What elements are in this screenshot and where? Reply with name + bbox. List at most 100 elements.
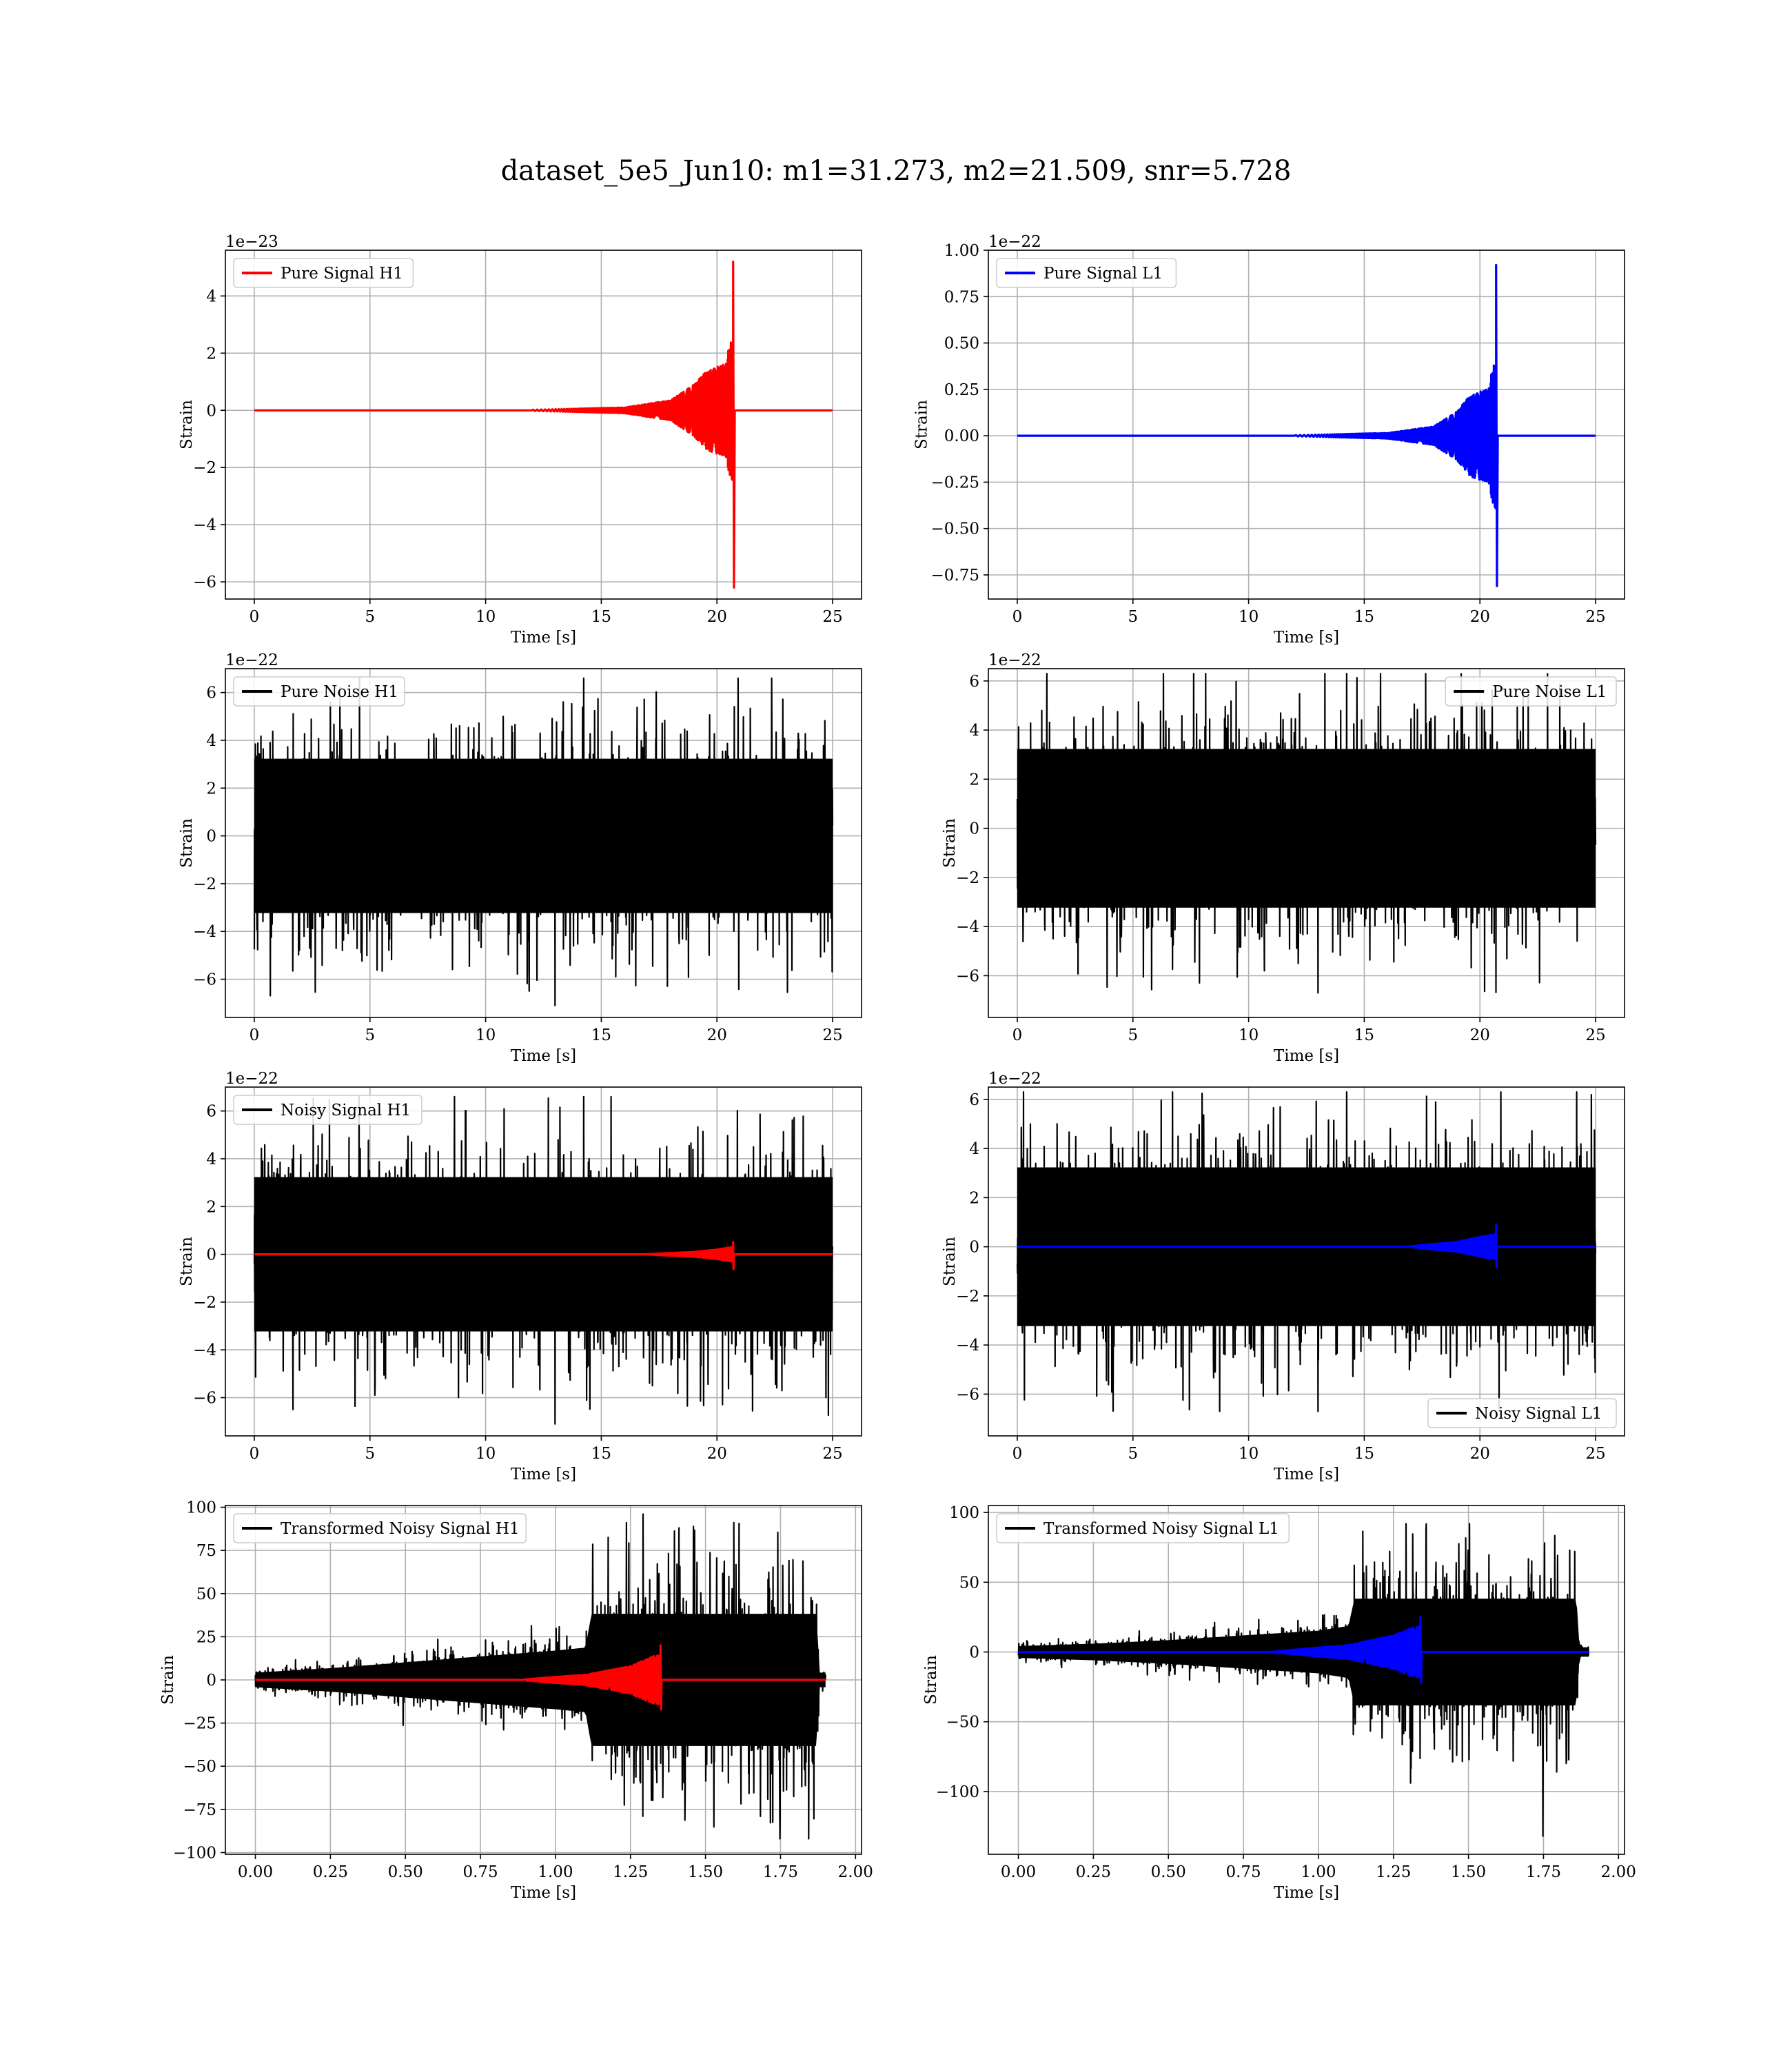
offset-label: 1e−22 — [225, 1070, 278, 1088]
plot-area — [253, 677, 834, 1006]
y-tick-label: 75 — [196, 1542, 216, 1560]
y-tick-label: 4 — [206, 287, 216, 305]
series-line-chirp-overlay — [1017, 1223, 1596, 1268]
x-tick-label: 0 — [250, 1445, 260, 1463]
x-tick-label: 20 — [1470, 608, 1490, 626]
subplot-pure-noise-h1: 0 5 10 15 20 25 −6 −4 −2 0 2 4 6 1e−22 Time [s] Strain P… — [178, 651, 862, 1065]
y-axis-label: Strain — [159, 1655, 177, 1705]
x-axis-label: Time [s] — [1274, 1884, 1339, 1902]
offset-label: 1e−23 — [225, 233, 278, 251]
legend-box — [233, 676, 405, 707]
y-tick-label: 0.25 — [944, 381, 979, 399]
x-axis-label: Time [s] — [1274, 1047, 1339, 1065]
series-line-transformed-noisy-signal-h1 — [254, 1513, 826, 1840]
y-axis-label: Strain — [922, 1655, 940, 1705]
x-axis-label: Time [s] — [511, 1884, 576, 1902]
offset-label: 1e−22 — [988, 1070, 1041, 1088]
y-tick-label: 50 — [196, 1585, 216, 1603]
x-tick-label: 20 — [707, 1445, 727, 1463]
y-tick-label: −4 — [956, 918, 979, 936]
y-tick-label: 4 — [969, 722, 979, 740]
y-tick-label: −4 — [193, 923, 216, 941]
figure-title: dataset_5e5_Jun10: m1=31.273, m2=21.509,… — [500, 155, 1292, 187]
legend: Transformed Noisy Signal L1 — [996, 1513, 1290, 1543]
subplot-transformed-l1: 0.00 0.25 0.50 0.75 1.00 1.25 1.50 1.75 2.00 −100… — [922, 1504, 1636, 1902]
plot-area — [253, 1095, 834, 1425]
x-tick-label: 25 — [822, 1445, 842, 1463]
x-tick-label: 1.50 — [688, 1863, 723, 1881]
series-line-transformed-noisy-signal-l1 — [1017, 1523, 1589, 1837]
y-tick-label: 0 — [206, 1246, 216, 1264]
y-tick-label: 6 — [206, 685, 216, 702]
series-line-noisy-signal-h1 — [253, 1095, 834, 1425]
axes-frame — [988, 668, 1625, 1018]
axes-frame — [225, 668, 862, 1018]
x-tick-label: 10 — [1239, 1026, 1259, 1044]
x-tick-label: 0 — [250, 1026, 260, 1044]
legend: Noisy Signal H1 — [233, 1095, 422, 1125]
x-tick-label: 0.75 — [1225, 1863, 1261, 1881]
y-tick-label: −25 — [183, 1715, 216, 1733]
y-tick-label: 0 — [969, 820, 979, 838]
y-tick-label: 4 — [969, 1140, 979, 1158]
x-tick-label: 2.00 — [838, 1863, 873, 1881]
plot-area — [1017, 263, 1596, 587]
x-tick-label: 15 — [591, 608, 611, 626]
x-tick-label: 2.00 — [1601, 1863, 1636, 1881]
x-tick-label: 5 — [1128, 608, 1138, 626]
x-tick-label: 1.00 — [538, 1863, 573, 1881]
plot-area — [1016, 673, 1597, 994]
x-tick-label: 25 — [822, 1026, 842, 1044]
y-tick-label: −4 — [956, 1337, 979, 1355]
y-tick-label: −6 — [193, 574, 216, 591]
x-tick-label: 0.75 — [462, 1863, 498, 1881]
subplot-transformed-h1: 0.00 0.25 0.50 0.75 1.00 1.25 1.50 1.75 2.00 −100… — [159, 1499, 873, 1902]
y-tick-label: 25 — [196, 1628, 216, 1646]
y-axis-label: Strain — [178, 1237, 196, 1286]
y-tick-label: 0.50 — [944, 335, 979, 353]
x-tick-label: 1.25 — [613, 1863, 648, 1881]
x-tick-label: 10 — [476, 608, 496, 626]
y-tick-label: −6 — [956, 1386, 979, 1403]
x-tick-label: 0.50 — [388, 1863, 423, 1881]
y-tick-label: 0 — [206, 828, 216, 846]
y-tick-label: −4 — [193, 1341, 216, 1359]
subplot-noisy-signal-h1: 0 5 10 15 20 25 −6 −4 −2 0 2 4 6 1e−22 Time [s] Strain N… — [178, 1070, 862, 1483]
y-axis-label: Strain — [941, 818, 959, 868]
x-tick-label: 10 — [476, 1445, 496, 1463]
legend-box — [233, 258, 414, 288]
x-tick-label: 0 — [1012, 608, 1023, 626]
legend: Transformed Noisy Signal H1 — [233, 1513, 527, 1543]
y-tick-label: −75 — [183, 1801, 216, 1819]
x-tick-label: 10 — [476, 1026, 496, 1044]
y-tick-label: 0 — [969, 1644, 979, 1662]
y-tick-label: −2 — [956, 1288, 979, 1306]
x-tick-label: 5 — [365, 1026, 375, 1044]
legend: Pure Signal H1 — [233, 258, 414, 288]
x-tick-label: 20 — [1470, 1026, 1490, 1044]
axes-frame — [988, 250, 1625, 600]
x-tick-label: 20 — [1470, 1445, 1490, 1463]
axes-frame — [988, 1505, 1625, 1855]
subplot-pure-signal-l1: 0 5 10 15 20 25 −0.75 −0.50 −0.25 0.00 0.25 0.50 0.7… — [913, 233, 1625, 647]
y-axis-label: Strain — [913, 400, 931, 449]
y-axis-label: Strain — [178, 400, 196, 449]
series-line-pure-noise-h1 — [253, 677, 834, 1006]
x-tick-label: 25 — [1585, 608, 1605, 626]
x-tick-label: 0 — [250, 608, 260, 626]
legend-label: Pure Signal L1 — [1043, 265, 1163, 283]
y-tick-label: −50 — [946, 1714, 979, 1732]
x-tick-label: 0.50 — [1151, 1863, 1186, 1881]
series-line-pure-noise-l1 — [1016, 673, 1597, 994]
y-tick-label: 2 — [969, 771, 979, 789]
y-tick-label: −0.25 — [931, 474, 979, 491]
y-tick-label: 6 — [206, 1103, 216, 1121]
y-tick-label: 0 — [969, 1239, 979, 1257]
series-line-chirp-overlay — [1018, 1616, 1589, 1684]
x-tick-label: 15 — [1354, 608, 1374, 626]
x-axis-label: Time [s] — [511, 1047, 576, 1065]
x-tick-label: 25 — [1585, 1026, 1605, 1044]
series-line-pure-signal-l1 — [1017, 263, 1596, 587]
y-tick-label: 50 — [959, 1574, 979, 1592]
